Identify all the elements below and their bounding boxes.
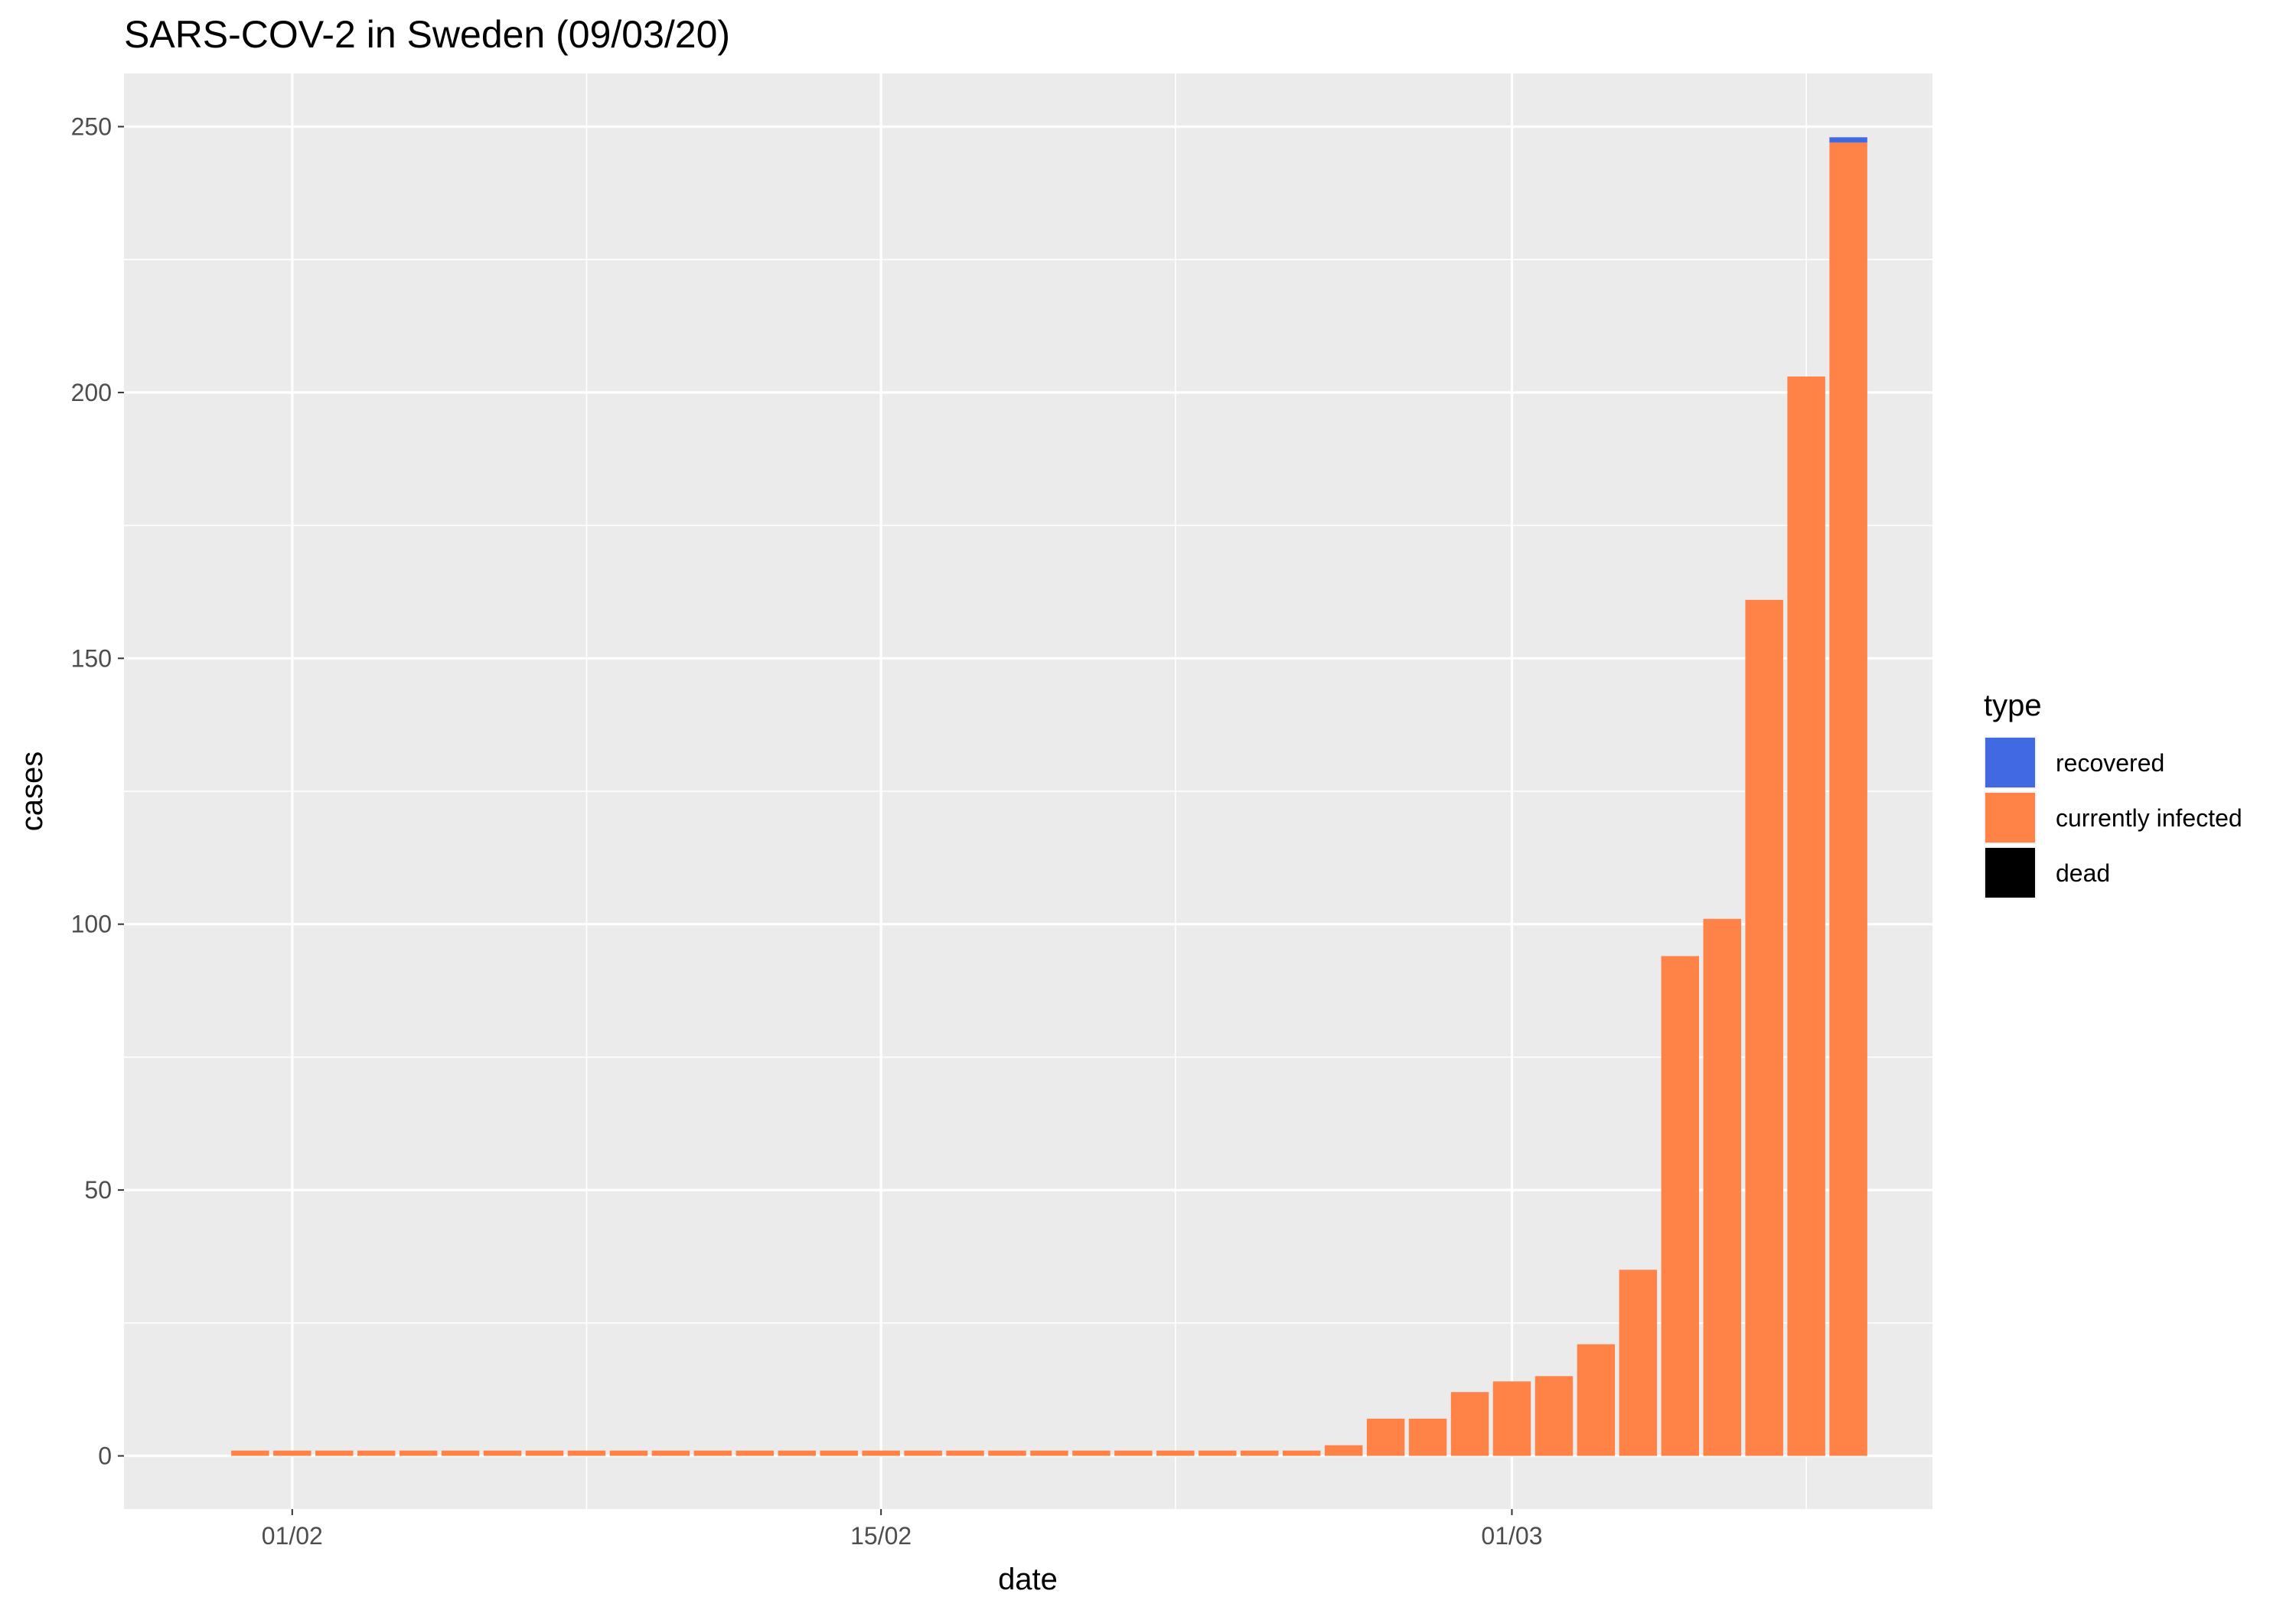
- legend-key-swatch: [1985, 793, 2035, 843]
- bar-currently-infected: [988, 1450, 1026, 1456]
- bar-currently-infected: [231, 1450, 269, 1456]
- bar-currently-infected: [1408, 1418, 1447, 1456]
- x-tick-label: 01/03: [1481, 1522, 1542, 1550]
- bar-currently-infected: [1114, 1450, 1153, 1456]
- bar-currently-infected: [273, 1450, 311, 1456]
- legend-key-swatch: [1985, 848, 2035, 898]
- bar-currently-infected: [357, 1450, 396, 1456]
- y-tick-label: 150: [71, 644, 112, 672]
- bar-currently-infected: [820, 1450, 858, 1456]
- legend-title: type: [1984, 689, 2042, 722]
- legend: type recovered currently infected dead: [1984, 689, 2242, 899]
- bar-currently-infected: [735, 1450, 775, 1456]
- bar-currently-infected: [441, 1450, 480, 1456]
- y-tick-label: 250: [71, 112, 112, 140]
- bar-currently-infected: [1282, 1450, 1321, 1456]
- bar-currently-infected: [1030, 1450, 1068, 1456]
- y-axis: 0 50 100 150 200 250: [71, 112, 124, 1470]
- bar-currently-infected: [693, 1450, 732, 1456]
- y-tick-label: 100: [71, 911, 112, 938]
- bar-currently-infected: [1199, 1450, 1237, 1456]
- bar-currently-infected: [946, 1450, 984, 1456]
- x-axis: 01/02 15/02 01/03: [262, 1509, 1543, 1550]
- y-tick-label: 0: [98, 1442, 112, 1470]
- bar-currently-infected: [1156, 1450, 1195, 1456]
- y-axis-title: cases: [15, 751, 49, 832]
- bar-currently-infected: [399, 1450, 438, 1456]
- bar-currently-infected: [525, 1450, 564, 1456]
- bar-currently-infected: [1241, 1450, 1279, 1456]
- bar-currently-infected: [1661, 956, 1700, 1456]
- bars: [231, 137, 1867, 1456]
- bar-recovered: [1829, 137, 1867, 143]
- major-gridlines: [124, 73, 1932, 1509]
- bar-currently-infected: [1534, 1376, 1574, 1456]
- legend-key-swatch: [1985, 738, 2035, 787]
- legend-label: dead: [2056, 859, 2110, 887]
- x-axis-title: date: [998, 1563, 1058, 1596]
- bar-currently-infected: [1492, 1381, 1531, 1456]
- bar-currently-infected: [1577, 1344, 1616, 1456]
- bar-currently-infected: [778, 1450, 816, 1456]
- x-tick-label: 15/02: [850, 1522, 912, 1550]
- bar-currently-infected: [862, 1450, 900, 1456]
- bar-currently-infected: [1366, 1418, 1405, 1456]
- y-tick-label: 200: [71, 379, 112, 406]
- bar-currently-infected: [483, 1450, 522, 1456]
- x-tick-label: 01/02: [262, 1522, 323, 1550]
- legend-label: currently infected: [2056, 804, 2242, 832]
- bar-currently-infected: [567, 1450, 606, 1456]
- chart-title: SARS-COV-2 in Sweden (09/03/20): [124, 13, 730, 56]
- bar-currently-infected: [904, 1450, 942, 1456]
- bar-currently-infected: [1703, 918, 1741, 1456]
- bar-currently-infected: [1324, 1445, 1363, 1456]
- bar-currently-infected: [1450, 1392, 1489, 1456]
- minor-gridlines: [124, 73, 1932, 1509]
- bar-currently-infected: [1787, 376, 1825, 1456]
- bar-currently-infected: [1829, 142, 1867, 1456]
- bar-currently-infected: [1072, 1450, 1110, 1456]
- legend-label: recovered: [2056, 749, 2164, 777]
- y-tick-label: 50: [84, 1176, 112, 1204]
- bar-currently-infected: [1619, 1270, 1658, 1456]
- bar-currently-infected: [651, 1450, 690, 1456]
- bar-currently-infected: [315, 1450, 354, 1456]
- bar-currently-infected: [609, 1450, 648, 1456]
- bar-currently-infected: [1745, 599, 1783, 1456]
